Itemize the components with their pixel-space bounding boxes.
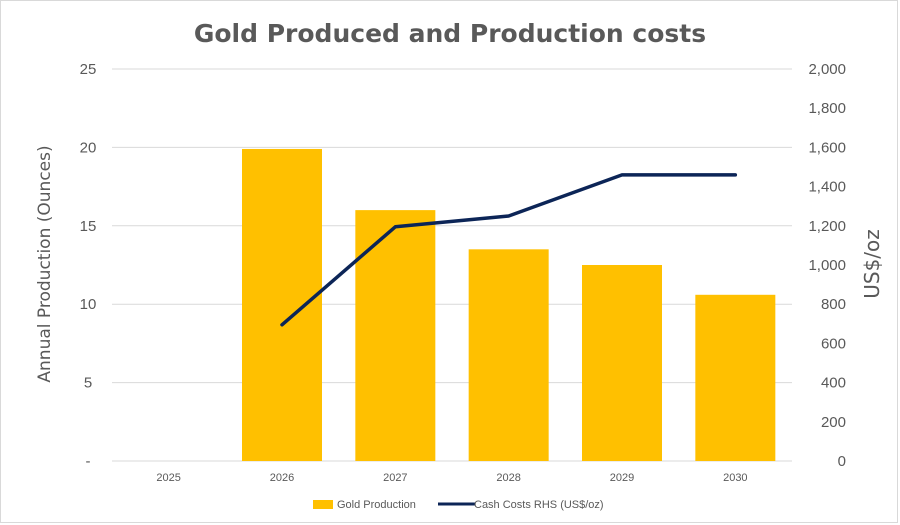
x-axis-ticks: 2025 2026 2027 2028 2029 2030 (156, 472, 747, 484)
x-tick-label: 2027 (383, 472, 407, 484)
right-tick-label: 1,000 (808, 257, 846, 274)
right-tick-label: 2,000 (808, 61, 846, 78)
bar (355, 210, 436, 461)
right-tick-label: 200 (821, 414, 846, 431)
bar (582, 265, 662, 461)
x-tick-label: 2025 (156, 472, 180, 484)
legend-swatch-gold-production (313, 500, 333, 509)
left-tick-label: 25 (80, 61, 97, 78)
right-tick-label: 1,200 (808, 218, 846, 235)
left-tick-label: 10 (80, 296, 97, 313)
right-tick-label: 1,800 (808, 100, 846, 117)
line-series (280, 173, 738, 327)
right-tick-label: 1,600 (808, 139, 846, 156)
left-tick-label: 5 (84, 375, 92, 392)
gridlines (112, 68, 792, 462)
right-tick-label: 0 (838, 453, 846, 470)
left-tick-label: 20 (80, 139, 97, 156)
right-tick-label: 800 (821, 296, 846, 313)
left-axis-label: Annual Production (Ounces) (35, 145, 55, 382)
right-tick-label: 600 (821, 335, 846, 352)
bar-series (242, 148, 776, 461)
legend: Gold Production Cash Costs RHS (US$/oz) (313, 499, 604, 511)
chart-title: Gold Produced and Production costs (194, 19, 706, 48)
bar (695, 294, 776, 461)
right-axis-label: US$/oz (860, 229, 884, 299)
cash-costs-line (280, 173, 738, 327)
bar (468, 249, 549, 461)
left-axis-ticks: - 5 10 15 20 25 (80, 61, 97, 470)
right-tick-label: 1,400 (808, 179, 846, 196)
legend-label-gold-production: Gold Production (337, 499, 416, 511)
left-tick-label: - (86, 453, 91, 470)
x-tick-label: 2028 (496, 472, 520, 484)
right-axis-ticks: 0 200 400 600 800 1,000 1,200 1,400 1,600 1,800 2,… (808, 61, 846, 470)
left-tick-label: 15 (80, 218, 97, 235)
x-tick-label: 2029 (610, 472, 634, 484)
x-tick-label: 2030 (723, 472, 747, 484)
right-tick-label: 400 (821, 375, 846, 392)
x-tick-label: 2026 (270, 472, 294, 484)
legend-label-cash-costs: Cash Costs RHS (US$/oz) (474, 499, 604, 511)
bar (242, 148, 322, 461)
